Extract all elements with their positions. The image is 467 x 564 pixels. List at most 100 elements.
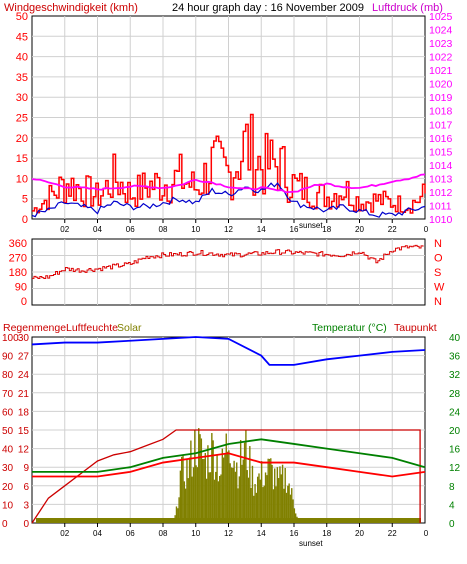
pressure-y-tick: 1012 xyxy=(429,187,453,199)
wind-y-tick: 10 xyxy=(16,173,28,185)
pressure-y-tick: 1014 xyxy=(429,160,453,172)
pressure-y-tick: 1019 xyxy=(429,92,453,104)
wind-y-tick: 20 xyxy=(16,133,28,145)
solar-bar xyxy=(253,495,255,523)
solar-bar xyxy=(274,468,276,523)
solar-bar xyxy=(177,508,179,523)
solar-bar xyxy=(196,467,199,523)
solar-bar xyxy=(234,471,237,523)
solar-bar xyxy=(175,506,178,523)
wind-average-series xyxy=(31,182,426,218)
temperature-y-tick: 36 xyxy=(449,352,461,363)
rain-y-tick: 6 xyxy=(23,482,29,493)
solar-bar xyxy=(182,455,184,523)
x-tick-label: 14 xyxy=(257,225,266,234)
x-tick-label: 10 xyxy=(191,225,200,234)
solar-bar xyxy=(179,470,182,523)
temperature-y-tick: 32 xyxy=(449,370,461,381)
compass-tick: O xyxy=(434,253,443,265)
solar-bar xyxy=(268,458,271,523)
solar-bar xyxy=(207,445,209,523)
wind-y-tick: 30 xyxy=(16,92,28,104)
solar-bar xyxy=(277,478,280,523)
solar-bar xyxy=(224,453,226,523)
humidity-series xyxy=(31,336,426,366)
temperature-y-tick: 40 xyxy=(449,333,461,344)
solar-bar xyxy=(279,466,281,523)
solar-bar xyxy=(192,467,195,523)
solar-bar xyxy=(280,474,282,523)
compass-tick: W xyxy=(434,282,445,294)
solar-bar xyxy=(297,519,300,523)
solar-bar xyxy=(254,484,256,523)
solar-bar xyxy=(204,452,206,523)
x-tick-label: 04 xyxy=(93,529,102,538)
wind-y-tick: 15 xyxy=(16,153,28,165)
solar-bar xyxy=(242,459,244,523)
solar-bar xyxy=(187,478,189,523)
pressure-y-tick: 1010 xyxy=(429,214,453,226)
rain-y-tick: 3 xyxy=(23,500,29,511)
rain-y-tick: 24 xyxy=(18,370,30,381)
wind-y-tick: 5 xyxy=(22,194,28,206)
solar-bar xyxy=(230,467,233,523)
gust-series xyxy=(32,113,426,214)
solar-bar xyxy=(233,460,235,523)
solar-bar xyxy=(228,450,230,523)
dewpoint-series xyxy=(32,452,426,478)
x-tick-label: 02 xyxy=(60,225,69,234)
x-tick-label: 20 xyxy=(355,225,364,234)
x-tick-label: 22 xyxy=(388,225,397,234)
x-tick-label: 12 xyxy=(224,529,233,538)
solar-bar xyxy=(232,467,234,523)
temperature-y-tick: 16 xyxy=(449,445,461,456)
solar-bar xyxy=(205,478,208,523)
x-tick-label: 04 xyxy=(93,225,102,234)
temperature-label: Temperatur (°C) xyxy=(312,322,387,334)
x-tick-label: 20 xyxy=(355,529,364,538)
solar-bar xyxy=(211,433,213,523)
solar-bar xyxy=(198,428,200,523)
compass-tick: N xyxy=(434,238,442,250)
humidity-y-tick: 80 xyxy=(2,370,14,381)
pressure-y-tick: 1015 xyxy=(429,146,453,158)
pressure-axis-label: Luftdruck (mb) xyxy=(372,2,443,14)
solar-bar xyxy=(209,472,212,523)
wind-y-tick: 45 xyxy=(16,31,28,43)
compass-tick: S xyxy=(434,267,441,279)
solar-bar xyxy=(259,479,262,523)
solar-bar xyxy=(178,497,180,523)
wind-y-tick: 25 xyxy=(16,113,28,125)
x-tick-label: 16 xyxy=(290,529,299,538)
pressure-y-tick: 1017 xyxy=(429,119,453,131)
pressure-y-tick: 1023 xyxy=(429,38,453,50)
solar-bar xyxy=(271,464,273,523)
solar-bar xyxy=(181,456,183,523)
solar-bar xyxy=(199,434,201,523)
solar-bar xyxy=(225,433,227,523)
solar-bar xyxy=(283,488,285,523)
rain-label: Regenmenge xyxy=(3,322,66,334)
pressure-y-tick: 1021 xyxy=(429,65,453,77)
direction-y-tick: 0 xyxy=(21,296,27,308)
rain-y-tick: 9 xyxy=(23,463,29,474)
solar-bar xyxy=(270,458,272,523)
solar-bar xyxy=(289,494,292,523)
solar-bar xyxy=(285,492,288,523)
solar-bar xyxy=(264,472,267,523)
x-tick-label: 18 xyxy=(322,225,331,234)
humidity-y-tick: 90 xyxy=(2,352,14,363)
humidity-y-tick: 0 xyxy=(2,519,8,530)
humidity-y-tick: 40 xyxy=(2,445,14,456)
solar-bar xyxy=(186,458,188,523)
wind-axis-label: Windgeschwindigkeit (kmh) xyxy=(4,2,138,14)
solar-bar xyxy=(272,489,275,523)
temperature-y-tick: 24 xyxy=(449,407,461,418)
solar-bar xyxy=(184,488,187,523)
x-tick-label: 02 xyxy=(60,529,69,538)
temperature-series xyxy=(32,438,426,473)
temperature-y-tick: 12 xyxy=(449,463,461,474)
direction-y-tick: 90 xyxy=(15,282,27,294)
